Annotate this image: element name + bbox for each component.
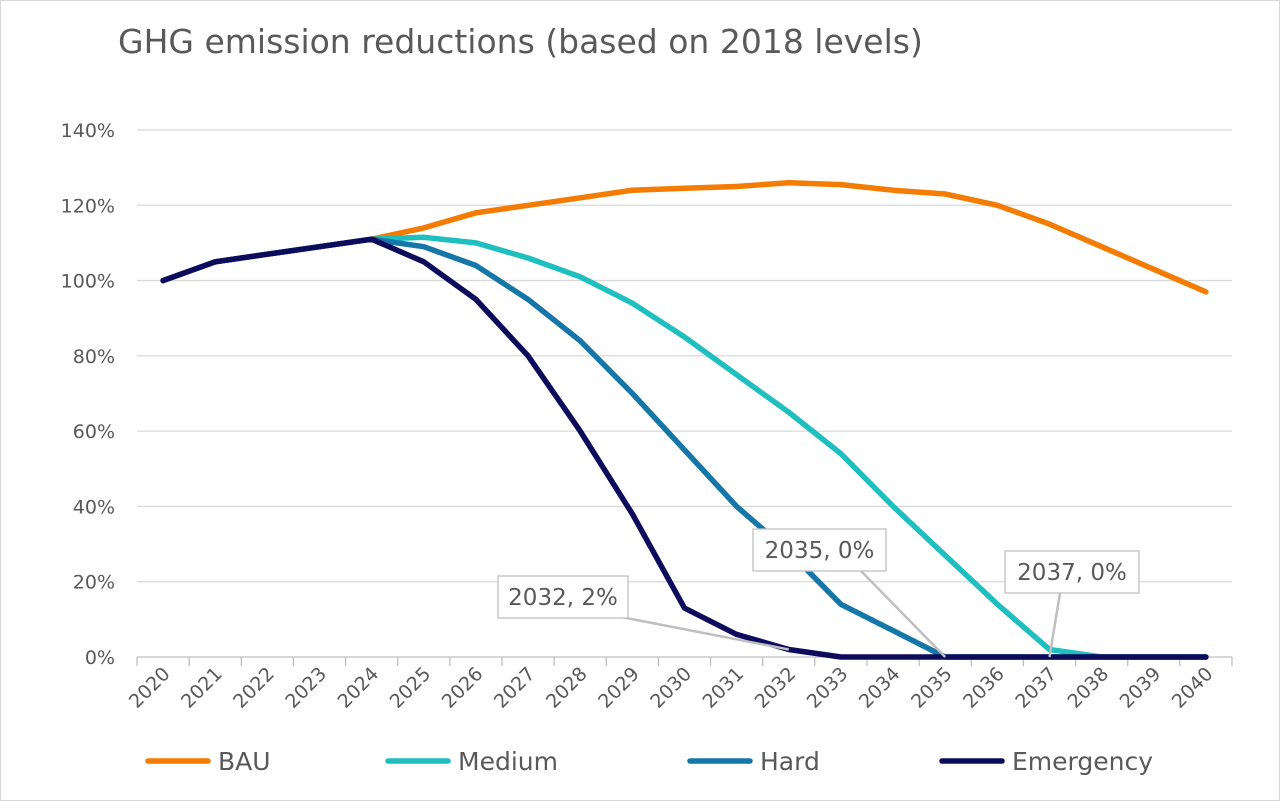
- x-tick-label: 2026: [438, 663, 488, 713]
- legend-label-medium: Medium: [458, 747, 558, 776]
- legend: BAU Medium Hard Emergency: [145, 747, 1153, 776]
- legend-label-hard: Hard: [760, 747, 820, 776]
- legend-label-bau: BAU: [218, 747, 271, 776]
- x-tick-label: 2022: [229, 663, 279, 713]
- series-line-bau: [160, 179, 1209, 295]
- callout-leader: [615, 614, 790, 651]
- y-tick-label: 60%: [73, 421, 115, 443]
- x-axis-tick-labels: 2020 2021 2022 2023 2024 2025 2026 2027 2028 2029…: [125, 663, 1218, 713]
- data-label: 2032, 2%: [508, 585, 618, 611]
- y-tick-label: 120%: [61, 195, 115, 217]
- x-tick-label: 2034: [855, 663, 905, 713]
- x-tick-label: 2032: [751, 663, 801, 713]
- y-tick-label: 0%: [85, 647, 115, 669]
- legend-label-emergency: Emergency: [1012, 747, 1153, 776]
- x-tick-label: 2038: [1063, 663, 1113, 713]
- callout-leader: [860, 570, 947, 658]
- y-tick-label: 80%: [73, 346, 115, 368]
- x-tick-label: 2035: [907, 663, 957, 713]
- x-tick-label: 2040: [1168, 663, 1218, 713]
- chart-title: GHG emission reductions (based on 2018 l…: [118, 22, 923, 61]
- data-label: 2037, 0%: [1017, 560, 1127, 586]
- y-tick-label: 40%: [73, 496, 115, 518]
- x-tick-label: 2023: [281, 663, 331, 713]
- x-tick-label: 2025: [386, 663, 436, 713]
- x-tick-label: 2030: [646, 663, 696, 713]
- series-lines: [160, 179, 1209, 660]
- series-line-hard: [160, 236, 1209, 660]
- x-tick-label: 2037: [1011, 663, 1061, 713]
- x-tick-label: 2024: [333, 663, 383, 713]
- x-tick-label: 2029: [594, 663, 644, 713]
- callout-box: [497, 575, 629, 619]
- x-tick-label: 2028: [542, 663, 592, 713]
- x-tick-label: 2033: [803, 663, 853, 713]
- callout-leader: [1048, 592, 1062, 658]
- y-axis-tick-labels: 0% 20% 40% 60% 80% 100% 120% 140%: [61, 120, 115, 669]
- data-callouts: 2032, 2% 2035, 0% 2037, 0%: [497, 528, 1140, 658]
- x-tick-label: 2021: [177, 663, 227, 713]
- data-label: 2035, 0%: [765, 538, 875, 564]
- x-tick-label: 2027: [490, 663, 540, 713]
- x-tick-label: 2036: [959, 663, 1009, 713]
- grid-lines: [137, 129, 1232, 583]
- y-tick-label: 140%: [61, 120, 115, 142]
- x-tick-label: 2039: [1116, 663, 1166, 713]
- y-tick-label: 100%: [61, 271, 115, 293]
- x-tick-label: 2031: [698, 663, 748, 713]
- series-line-emergency: [160, 236, 1209, 660]
- callout-box: [752, 528, 887, 572]
- y-tick-label: 20%: [73, 572, 115, 594]
- x-tick-label: 2020: [125, 663, 175, 713]
- callout-box: [1004, 550, 1140, 594]
